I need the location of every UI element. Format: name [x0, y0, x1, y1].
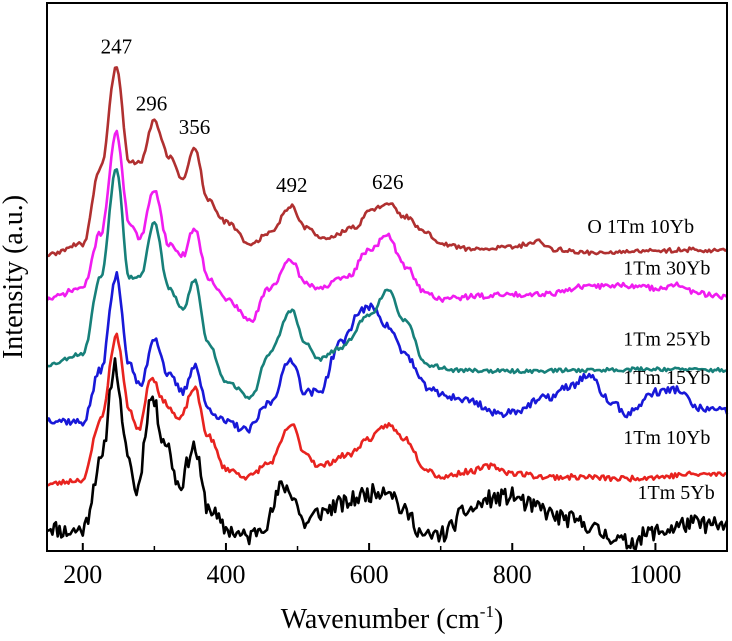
- x-tick-label-600: 600: [350, 560, 389, 589]
- x-tick-label-800: 800: [493, 560, 532, 589]
- series-layer: [45, 66, 729, 551]
- series-line-1tm-5yb: [46, 357, 729, 551]
- peak-label-626: 626: [372, 170, 404, 194]
- plot-frame: [46, 2, 728, 552]
- series-label-1tm-30yb: 1Tm 30Yb: [623, 257, 710, 279]
- series-label-1tm-15yb: 1Tm 15Yb: [623, 367, 710, 389]
- x-tick-label-1000: 1000: [629, 560, 681, 589]
- series-labels: O 1Tm 10Yb 1Tm 30Yb 1Tm 25Yb 1Tm 15Yb 1Tm 10…: [587, 216, 714, 504]
- x-tick-label-400: 400: [206, 560, 245, 589]
- peak-labels: 247 296 356 492 626: [101, 35, 404, 197]
- x-axis: 200 400 600 800 1000: [63, 543, 728, 589]
- plot-area: [47, 3, 727, 551]
- x-axis-label-sup: -1: [480, 602, 494, 621]
- series-label-1tm-10yb: 1Tm 10Yb: [623, 427, 710, 449]
- series-line-1tm-10yb: [46, 332, 728, 487]
- y-axis-label: Intensity (a.u.): [0, 195, 29, 359]
- series-line-1tm-30yb: [45, 129, 728, 323]
- peak-label-247: 247: [101, 35, 133, 59]
- peak-label-296: 296: [136, 92, 168, 116]
- series-label-1tm-5yb: 1Tm 5Yb: [638, 482, 715, 504]
- series-line-1tm-15yb: [45, 271, 729, 434]
- series-line-1tm-25yb: [46, 168, 728, 400]
- series-line-o-1tm-10yb: [46, 66, 728, 258]
- series-label-o-1tm-10yb: O 1Tm 10Yb: [587, 216, 694, 238]
- x-axis-label-main: Wavenumber (cm: [281, 604, 480, 635]
- x-axis-label-close: ): [494, 604, 503, 635]
- peak-label-356: 356: [179, 115, 211, 139]
- x-tick-label-200: 200: [63, 560, 102, 589]
- peak-label-492: 492: [276, 173, 308, 197]
- series-label-1tm-25yb: 1Tm 25Yb: [623, 329, 710, 351]
- x-axis-label: Wavenumber (cm-1): [281, 602, 504, 635]
